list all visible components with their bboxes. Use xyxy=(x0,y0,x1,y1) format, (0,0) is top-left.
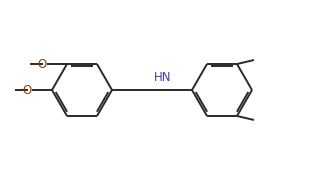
Text: O: O xyxy=(37,58,46,70)
Text: O: O xyxy=(22,83,31,97)
Text: HN: HN xyxy=(154,71,172,84)
